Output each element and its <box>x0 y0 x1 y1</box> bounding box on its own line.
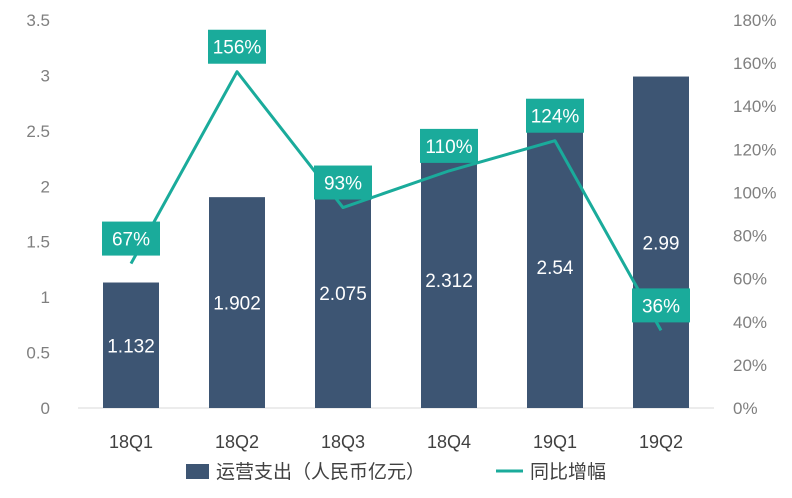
legend-line-label: 同比增幅 <box>530 461 606 483</box>
category-label: 18Q4 <box>427 432 471 452</box>
bar-value-label: 2.312 <box>425 271 473 292</box>
left-tick-label: 0 <box>41 399 50 418</box>
bar <box>633 76 689 408</box>
bar <box>315 177 371 408</box>
yoy-label-box <box>632 288 690 323</box>
category-label: 19Q2 <box>639 432 683 452</box>
bar <box>421 151 477 408</box>
bar <box>209 197 265 408</box>
category-label: 19Q1 <box>533 432 577 452</box>
bar-series <box>103 76 689 409</box>
bar-value-labels: 1.132 1.902 2.075 2.312 2.54 2.99 <box>107 233 679 357</box>
right-tick-label: 100% <box>733 183 776 202</box>
left-tick-label: 3.5 <box>26 11 50 30</box>
yoy-value-label: 36% <box>642 296 680 317</box>
legend-bar-label: 运营支出（人民币亿元） <box>216 461 425 483</box>
bar-value-label: 1.132 <box>107 336 155 357</box>
yoy-value-label: 124% <box>531 107 580 128</box>
left-tick-label: 3 <box>41 66 50 85</box>
right-tick-label: 180% <box>733 11 776 30</box>
yoy-label-box <box>314 165 372 200</box>
right-tick-label: 120% <box>733 140 776 159</box>
bar-value-label: 2.99 <box>643 233 680 254</box>
legend-bar-swatch <box>186 464 209 479</box>
category-label: 18Q3 <box>321 432 365 452</box>
right-tick-label: 40% <box>733 313 767 332</box>
left-tick-label: 1.5 <box>26 233 50 252</box>
category-label: 18Q1 <box>109 432 153 452</box>
yoy-line <box>129 70 663 332</box>
left-axis: 0 0.5 1 1.5 2 2.5 3 3.5 <box>26 11 50 418</box>
left-tick-label: 2 <box>41 177 50 196</box>
yoy-value-label: 67% <box>112 230 150 251</box>
yoy-label-box <box>526 98 584 133</box>
yoy-label-box <box>420 128 478 163</box>
bar-value-label: 2.075 <box>319 284 367 305</box>
category-label: 18Q2 <box>215 432 259 452</box>
right-tick-label: 160% <box>733 54 776 73</box>
right-tick-label: 60% <box>733 270 767 289</box>
right-tick-label: 140% <box>733 97 776 116</box>
yoy-label-box <box>208 29 266 64</box>
yoy-value-labels: 67% 156% 93% 110% 124% 36% <box>102 29 690 323</box>
yoy-value-label: 93% <box>324 174 362 195</box>
bar <box>103 282 159 408</box>
right-axis: 0% 20% 40% 60% 80% 100% 120% 140% 160% 180% <box>733 11 776 418</box>
left-tick-label: 2.5 <box>26 122 50 141</box>
left-tick-label: 0.5 <box>26 344 50 363</box>
legend: 运营支出（人民币亿元） 同比增幅 <box>186 461 606 483</box>
right-tick-label: 0% <box>733 399 758 418</box>
bar-value-label: 2.54 <box>537 258 574 279</box>
yoy-value-label: 110% <box>425 137 472 158</box>
bar-value-label: 1.902 <box>213 294 261 315</box>
left-tick-label: 1 <box>41 288 50 307</box>
right-tick-label: 80% <box>733 227 767 246</box>
yoy-label-box <box>102 221 160 256</box>
category-labels: 18Q1 18Q2 18Q3 18Q4 19Q1 19Q2 <box>109 432 683 452</box>
yoy-value-label: 156% <box>213 38 262 59</box>
right-tick-label: 20% <box>733 356 767 375</box>
